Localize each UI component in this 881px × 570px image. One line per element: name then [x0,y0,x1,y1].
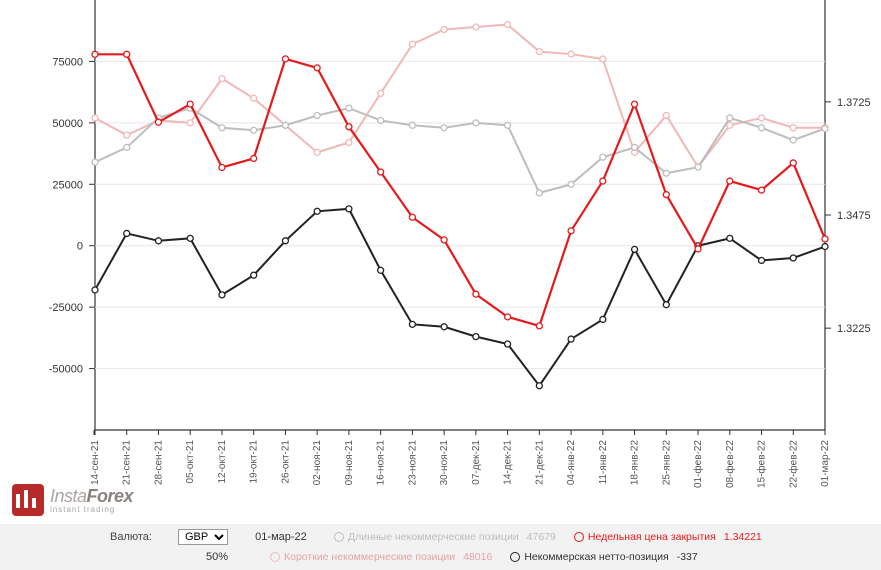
svg-text:26-окт-21: 26-окт-21 [280,440,291,484]
legend-long-value: 47679 [527,531,556,543]
legend-long-marker [334,532,344,542]
svg-text:0: 0 [77,241,83,253]
svg-text:-25000: -25000 [49,302,83,314]
svg-text:21-сен-21: 21-сен-21 [122,440,133,485]
legend-short-value: 48016 [463,551,492,563]
brand-prefix: Insta [50,486,87,506]
svg-text:19-окт-21: 19-окт-21 [249,440,260,484]
currency-label: Валюта: [110,531,152,543]
legend-bar: Валюта: GBP 01-мар-22 Длинные некоммерче… [0,524,881,570]
brand-icon [12,484,44,516]
x-axis-labels: 14-сен-21 21-сен-21 28-сен-21 05-окт-21 12-о… [90,430,831,488]
legend-row-2: 50% Короткие некоммерческие позиции 4801… [110,547,881,567]
svg-text:75000: 75000 [52,56,83,68]
svg-text:04-янв-22: 04-янв-22 [566,440,577,486]
svg-text:09-ноя-21: 09-ноя-21 [344,440,355,486]
svg-text:07-дек-21: 07-дек-21 [471,440,482,485]
legend-close: Недельная цена закрытия 1.34221 [574,531,762,543]
legend-net-label: Некоммерская нетто-позиция [524,551,668,563]
currency-select[interactable]: GBP [178,529,228,545]
svg-text:25000: 25000 [52,179,83,191]
chart-container: 75000 50000 25000 0 -25000 -50000 1.3725 1.347… [0,0,881,570]
svg-text:02-ноя-21: 02-ноя-21 [312,440,323,486]
svg-text:21-дек-21: 21-дек-21 [534,440,545,485]
svg-text:16-ноя-21: 16-ноя-21 [376,440,387,486]
svg-text:14-дек-21: 14-дек-21 [503,440,514,485]
legend-date: 01-мар-22 [246,531,316,543]
y-right-ticks: 1.3725 1.3475 1.3225 [825,97,871,335]
brand-suffix: Forex [87,486,134,506]
svg-text:18-янв-22: 18-янв-22 [630,440,641,486]
svg-text:28-сен-21: 28-сен-21 [153,440,164,485]
legend-close-label: Недельная цена закрытия [588,531,716,543]
legend-net: Некоммерская нетто-позиция -337 [510,551,697,563]
svg-text:01-фев-22: 01-фев-22 [692,440,704,488]
legend-short-label: Короткие некоммерческие позиции [284,551,455,563]
svg-text:-50000: -50000 [49,364,83,376]
svg-text:25-янв-22: 25-янв-22 [661,440,672,486]
svg-text:1.3725: 1.3725 [837,97,871,109]
legend-long: Длинные некоммерческие позиции 47679 [334,531,556,543]
svg-text:50000: 50000 [52,118,83,130]
legend-row-1: Валюта: GBP 01-мар-22 Длинные некоммерче… [110,527,881,547]
svg-text:11-янв-22: 11-янв-22 [598,440,609,485]
legend-net-value: -337 [677,551,698,563]
chart-series [92,22,828,389]
svg-text:14-сен-21: 14-сен-21 [90,440,101,485]
svg-text:1.3225: 1.3225 [837,323,871,335]
y-left-ticks: 75000 50000 25000 0 -25000 -50000 [49,56,95,375]
legend-close-value: 1.34221 [724,531,762,543]
legend-short-marker [270,552,280,562]
svg-text:01-мар-22: 01-мар-22 [820,440,831,487]
svg-text:12-окт-21: 12-окт-21 [217,440,228,484]
legend-pct: 50% [182,551,252,563]
svg-text:05-окт-21: 05-окт-21 [185,440,196,484]
svg-text:1.3475: 1.3475 [837,210,871,222]
brand-text: InstaForex [50,486,133,507]
gridlines [95,61,825,368]
svg-text:15-фев-22: 15-фев-22 [756,440,768,488]
brand-watermark: InstaForex instant trading [12,484,133,516]
svg-text:22-фев-22: 22-фев-22 [787,440,799,488]
legend-net-marker [510,552,520,562]
legend-short: Короткие некоммерческие позиции 48016 [270,551,492,563]
svg-text:08-фев-22: 08-фев-22 [724,440,736,488]
svg-text:23-ноя-21: 23-ноя-21 [407,440,418,486]
legend-close-marker [574,532,584,542]
plot-frame [95,0,825,430]
legend-long-label: Длинные некоммерческие позиции [348,531,519,543]
svg-text:30-ноя-21: 30-ноя-21 [439,440,450,486]
